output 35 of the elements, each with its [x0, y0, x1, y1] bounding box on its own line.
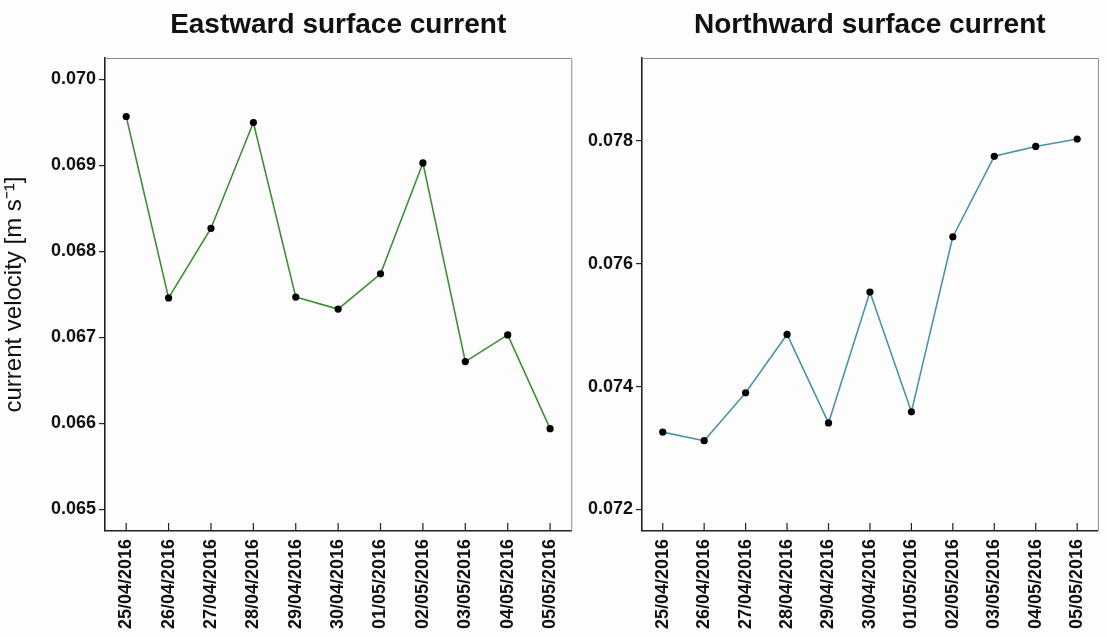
x-tick-label: 27/04/2016: [199, 539, 220, 630]
x-tick-label: 02/05/2016: [941, 539, 962, 630]
x-tick-label: 01/05/2016: [369, 539, 390, 630]
x-tick-label: 30/04/2016: [327, 539, 348, 630]
x-tick-label: 26/04/2016: [693, 539, 714, 630]
y-tick-label: 0.069: [50, 154, 96, 175]
x-tick-label: 03/05/2016: [454, 539, 475, 630]
y-tick-label: 0.065: [50, 498, 96, 519]
x-tick-label: 05/05/2016: [1066, 539, 1087, 630]
x-tick-label: 25/04/2016: [651, 539, 672, 630]
x-tick-label: 27/04/2016: [734, 539, 755, 630]
x-tick-label: 03/05/2016: [983, 539, 1004, 630]
y-tick-label: 0.074: [587, 375, 633, 396]
y-tick-label: 0.066: [50, 412, 96, 433]
y-tick-label: 0.072: [587, 498, 633, 519]
y-tick-label: 0.068: [50, 240, 96, 261]
x-tick-label: 29/04/2016: [817, 539, 838, 630]
x-tick-label: 04/05/2016: [1024, 539, 1045, 630]
x-tick-label: 01/05/2016: [900, 539, 921, 630]
y-axis-title: current velocity [m s⁻¹]: [0, 176, 27, 413]
x-tick-label: 02/05/2016: [411, 539, 432, 630]
y-tick-label: 0.070: [50, 68, 96, 89]
x-tick-label: 28/04/2016: [242, 539, 263, 630]
y-tick-label: 0.067: [50, 326, 96, 347]
chart-title: Northward surface current: [693, 8, 1046, 40]
y-tick-label: 0.076: [587, 252, 633, 273]
x-tick-label: 25/04/2016: [115, 539, 136, 630]
chart-title: Eastward surface current: [170, 8, 507, 40]
x-tick-label: 30/04/2016: [858, 539, 879, 630]
y-tick-label: 0.078: [587, 129, 633, 150]
x-tick-label: 04/05/2016: [496, 539, 517, 630]
x-tick-label: 29/04/2016: [284, 539, 305, 630]
x-tick-label: 28/04/2016: [776, 539, 797, 630]
x-tick-label: 26/04/2016: [157, 539, 178, 630]
x-tick-label: 05/05/2016: [539, 539, 560, 630]
